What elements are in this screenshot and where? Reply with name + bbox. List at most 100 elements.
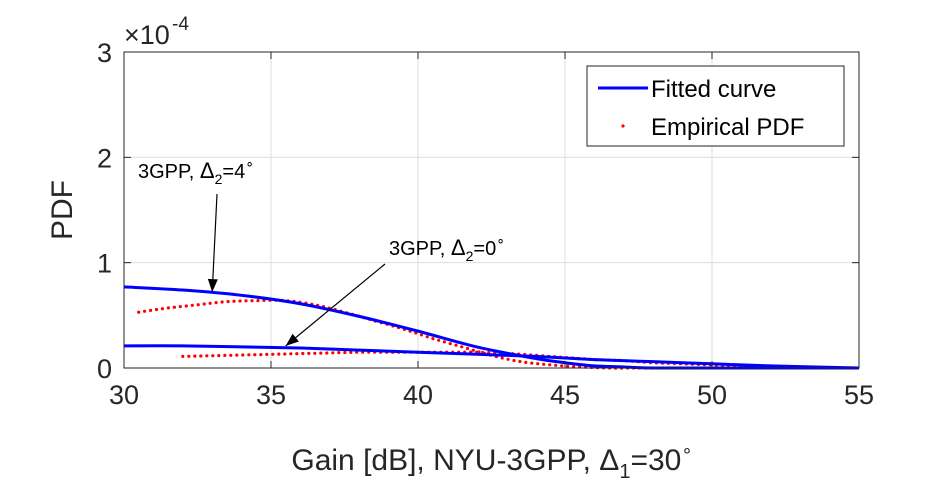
x-tick-label: 40 <box>403 380 433 410</box>
empirical-pdf-point <box>229 353 233 357</box>
x-tick-label: 55 <box>844 380 874 410</box>
empirical-pdf-point <box>154 307 159 312</box>
empirical-pdf-point <box>149 308 153 312</box>
ticks: 30 35 40 45 50 55 0 1 2 3 <box>97 38 874 410</box>
empirical-pdf-point <box>181 354 185 358</box>
axes-box <box>123 51 860 369</box>
empirical-pdf-point <box>572 365 576 369</box>
empirical-pdf-point <box>471 348 475 352</box>
annotation-delta0-arrow <box>285 263 386 347</box>
empirical-pdf-point <box>235 353 239 357</box>
empirical-pdf-point <box>431 337 435 341</box>
empirical-pdf-point <box>211 354 215 358</box>
annotation-delta4-arrow <box>211 193 218 293</box>
empirical-pdf-point <box>437 338 441 342</box>
empirical-pdf-point <box>454 343 458 347</box>
empirical-pdf-point <box>232 299 236 303</box>
fitted-curve-line <box>123 344 860 370</box>
empirical-pdf-point <box>349 350 353 354</box>
annotation-delta4-text: 3GPP, Δ2=4∘ <box>138 155 254 187</box>
empirical-pdf-point <box>548 363 552 367</box>
empirical-pdf-point <box>137 310 141 314</box>
empirical-pdf-point <box>277 352 281 356</box>
empirical-pdf-point <box>220 300 224 304</box>
y-axis-label: PDF <box>46 180 79 240</box>
empirical-pdf-point <box>518 359 522 364</box>
y-exponent-power: -4 <box>172 14 189 35</box>
empirical-pdf-point <box>419 333 424 337</box>
empirical-pdf-point <box>226 300 230 304</box>
empirical-pdf-point <box>238 299 242 303</box>
empirical-pdf-point <box>265 352 269 356</box>
empirical-pdf-point <box>199 354 203 358</box>
empirical-pdf-point <box>143 309 147 313</box>
empirical-pdf-point <box>196 303 200 307</box>
x-tick-label: 35 <box>256 380 286 410</box>
empirical-pdf-point <box>283 352 287 356</box>
empirical-pdf-point <box>250 299 254 303</box>
legend-fitted-label: Fitted curve <box>651 76 776 103</box>
empirical-pdf-point <box>425 335 429 339</box>
empirical-pdf-point <box>313 351 317 355</box>
y-exponent: ×10 -4 <box>124 14 189 50</box>
empirical-pdf-point <box>202 302 206 306</box>
empirical-pdf-point <box>208 301 212 305</box>
empirical-pdf-point <box>193 354 197 358</box>
empirical-pdf-point <box>247 353 251 357</box>
y-exponent-base: ×10 <box>124 20 170 50</box>
empirical-pdf-point <box>542 362 546 366</box>
y-tick-label: 0 <box>97 354 112 384</box>
empirical-pdf-point <box>560 364 564 368</box>
empirical-pdf-point <box>331 351 335 355</box>
empirical-pdf-point <box>259 353 263 357</box>
empirical-pdf-point <box>500 356 504 360</box>
empirical-pdf-point <box>307 351 311 355</box>
empirical-pdf-point <box>325 351 329 355</box>
empirical-pdf-point <box>160 307 164 311</box>
empirical-pdf-point <box>512 358 516 363</box>
empirical-pdf-point <box>465 346 470 351</box>
empirical-pdf-point <box>343 350 347 355</box>
empirical-pdf-point <box>506 357 510 361</box>
x-tick-label: 50 <box>697 380 727 410</box>
empirical-pdf-point <box>448 342 452 346</box>
annotation-delta0-text: 3GPP, Δ2=0∘ <box>389 232 505 264</box>
y-tick-label: 1 <box>97 249 112 279</box>
empirical-pdf-point <box>166 306 170 310</box>
empirical-pdf-point <box>554 363 558 367</box>
empirical-pdf-point <box>205 354 209 358</box>
empirical-pdf-point <box>214 301 218 305</box>
empirical-pdf-point <box>289 352 293 356</box>
empirical-pdf-point <box>301 351 305 356</box>
annotation-delta0-arrowhead <box>285 333 299 346</box>
legend-empirical-label: Empirical PDF <box>651 114 804 141</box>
empirical-pdf-point <box>172 305 176 309</box>
empirical-pdf-point <box>530 361 534 365</box>
annotation-delta4-arrowhead <box>207 278 218 293</box>
empirical-pdf-point <box>190 303 194 307</box>
legend: Fitted curve Empirical PDF <box>586 65 845 147</box>
y-tick-label: 3 <box>97 38 112 68</box>
annotation-delta4: 3GPP, Δ2=4∘ <box>138 155 254 293</box>
empirical-pdf-point <box>337 351 341 355</box>
x-tick-label: 30 <box>109 380 139 410</box>
legend-empirical-swatch <box>621 124 625 128</box>
empirical-pdf-point <box>271 352 275 356</box>
y-tick-label: 2 <box>97 143 112 173</box>
empirical-pdf-point <box>217 354 221 358</box>
empirical-pdf-point <box>241 353 245 357</box>
empirical-pdf-point <box>223 353 227 357</box>
annotation-delta0: 3GPP, Δ2=0∘ <box>285 232 505 347</box>
empirical-pdf-point <box>524 360 528 364</box>
empirical-pdf-point <box>253 353 257 357</box>
empirical-pdf-point <box>442 340 446 344</box>
x-tick-label: 45 <box>550 380 580 410</box>
empirical-pdf-point <box>256 299 260 303</box>
legend-box <box>586 65 845 147</box>
empirical-pdf-point <box>566 364 570 368</box>
empirical-pdf-point <box>244 299 248 303</box>
empirical-pdf-point <box>460 345 464 349</box>
empirical-pdf-point <box>187 354 191 358</box>
empirical-pdf-point <box>536 362 540 366</box>
